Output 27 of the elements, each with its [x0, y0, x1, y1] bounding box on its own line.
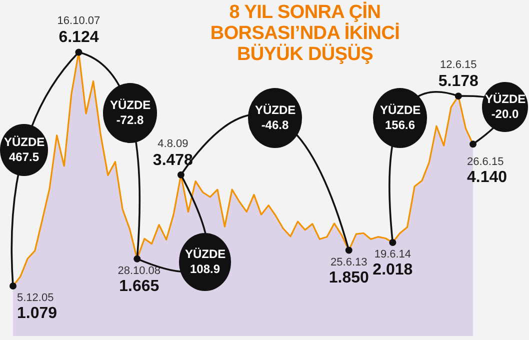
- annotation: 28.10.08: [118, 264, 161, 277]
- data-label: 1.079: [17, 305, 58, 322]
- annotation: 19.6.14: [374, 248, 412, 260]
- data-label: 2.018: [372, 261, 413, 278]
- data-label: 4.140: [467, 169, 508, 186]
- data-label: 5.178: [438, 73, 479, 90]
- data-label: 1.665: [119, 278, 160, 295]
- circle-badge: YÜZDE -72.8: [103, 83, 157, 143]
- annotation: YÜZDE 156.6: [380, 102, 421, 133]
- annotation: 4.8.09: [158, 138, 188, 150]
- circle-badge: YÜZDE 467.5: [0, 124, 48, 176]
- annotation: YÜZDE 467.5: [4, 134, 45, 165]
- annotation: 25.6.13: [330, 256, 368, 268]
- circle-badge: YÜZDE -20.0: [482, 82, 528, 132]
- annotation: 12.6.15: [440, 59, 477, 72]
- text: 16.10.07: [57, 15, 100, 28]
- annotation: 26.6.15: [467, 156, 504, 168]
- annotation: 5.12.05: [17, 292, 54, 304]
- annotation: YÜZDE -72.8: [110, 98, 151, 128]
- annotation: YÜZDE 108.9: [185, 246, 226, 277]
- circle-badge: YÜZDE -46.8: [248, 88, 302, 148]
- annotation: YÜZDE -46.8: [255, 102, 296, 133]
- chart-title: 8 YIL SONRA ÇİN BORSASI’NDA İKİNCİ BÜYÜK DÜŞÜŞ: [209, 2, 401, 65]
- data-label: 3.478: [152, 152, 194, 169]
- data-label: 1.850: [328, 269, 369, 286]
- data-label: 6.124: [58, 29, 99, 46]
- circle-badge: YÜZDE 156.6: [373, 88, 427, 148]
